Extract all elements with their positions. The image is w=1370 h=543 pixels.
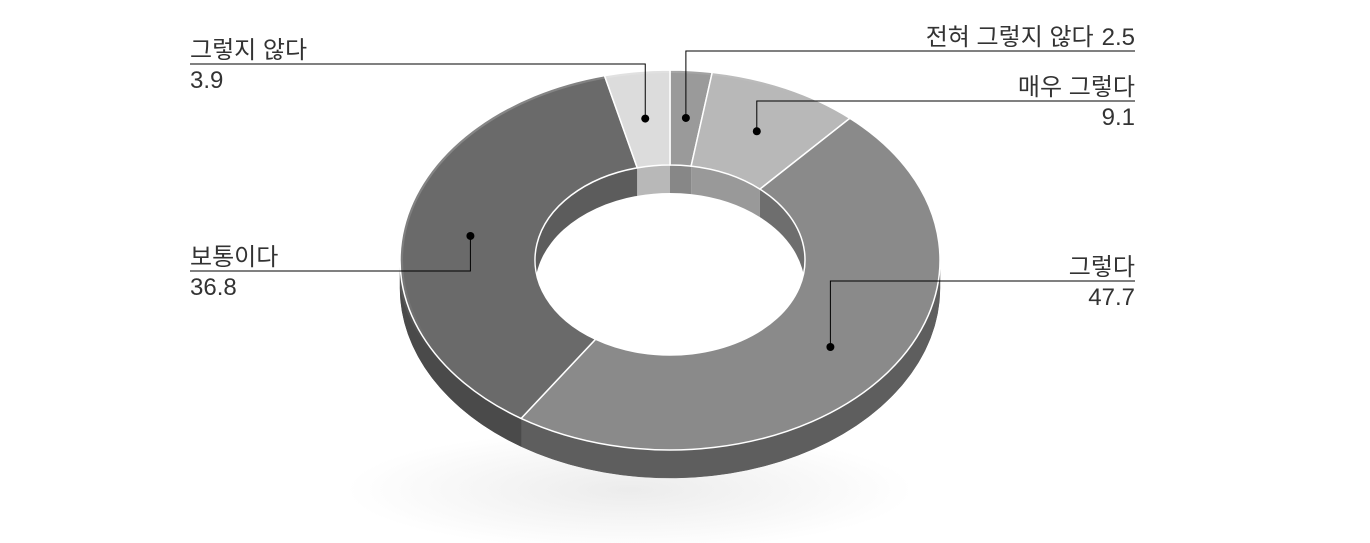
leader-dot: [682, 114, 690, 122]
slice-label: 그렇다: [1069, 254, 1135, 281]
slice-label: 전혀 그렇지 않다2.5: [926, 24, 1135, 51]
slice-value: 47.7: [1088, 284, 1135, 311]
slice-label: 매우 그렇다: [1018, 74, 1135, 101]
leader-dot: [826, 343, 834, 351]
slice-label: 보통이다: [190, 244, 278, 271]
donut-top: [400, 70, 940, 450]
leader-dot: [466, 232, 474, 240]
slice-value: 3.9: [190, 67, 223, 94]
slice-label: 그렇지 않다: [190, 37, 307, 64]
donut-chart-3d: 전혀 그렇지 않다2.5 매우 그렇다 9.1 그렇다 47.7 보통이다 36.8 그렇지 …: [0, 0, 1370, 543]
leader-dot: [641, 115, 649, 123]
slice-value: 36.8: [190, 274, 237, 301]
leader-dot: [753, 127, 761, 135]
slice-value: 9.1: [1102, 104, 1135, 131]
